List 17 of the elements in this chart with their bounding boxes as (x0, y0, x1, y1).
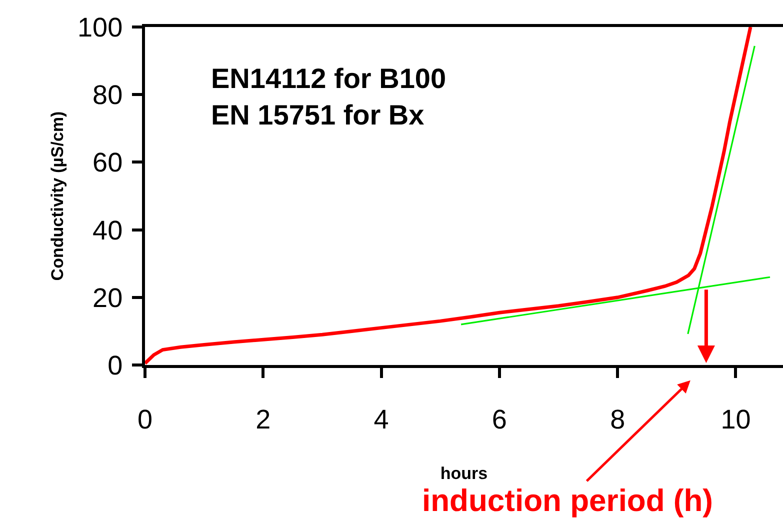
y-tick-label: 0 (108, 350, 123, 380)
x-tick-label: 6 (492, 404, 507, 434)
y-tick-label: 60 (92, 148, 123, 178)
y-tick-label: 80 (92, 80, 123, 110)
line-series (145, 27, 752, 365)
x-axis-title: hours (440, 464, 488, 483)
y-tick-label: 20 (92, 282, 123, 313)
ref-line-label: induction period (h) (422, 483, 714, 518)
x-tick-label: 10 (720, 404, 751, 434)
annotation: EN14112 for B100 EN 15751 for Bx (211, 63, 446, 130)
y-axis-title: Conductivity (µS/cm) (48, 111, 68, 281)
y-tick-label: 100 (78, 12, 123, 42)
x-tick-label: 4 (374, 404, 389, 434)
x-tick-label: 0 (137, 404, 153, 434)
x-tick-label: 8 (610, 404, 626, 434)
y-tick-label: 40 (92, 215, 123, 246)
x-tick-label: 2 (256, 404, 271, 434)
